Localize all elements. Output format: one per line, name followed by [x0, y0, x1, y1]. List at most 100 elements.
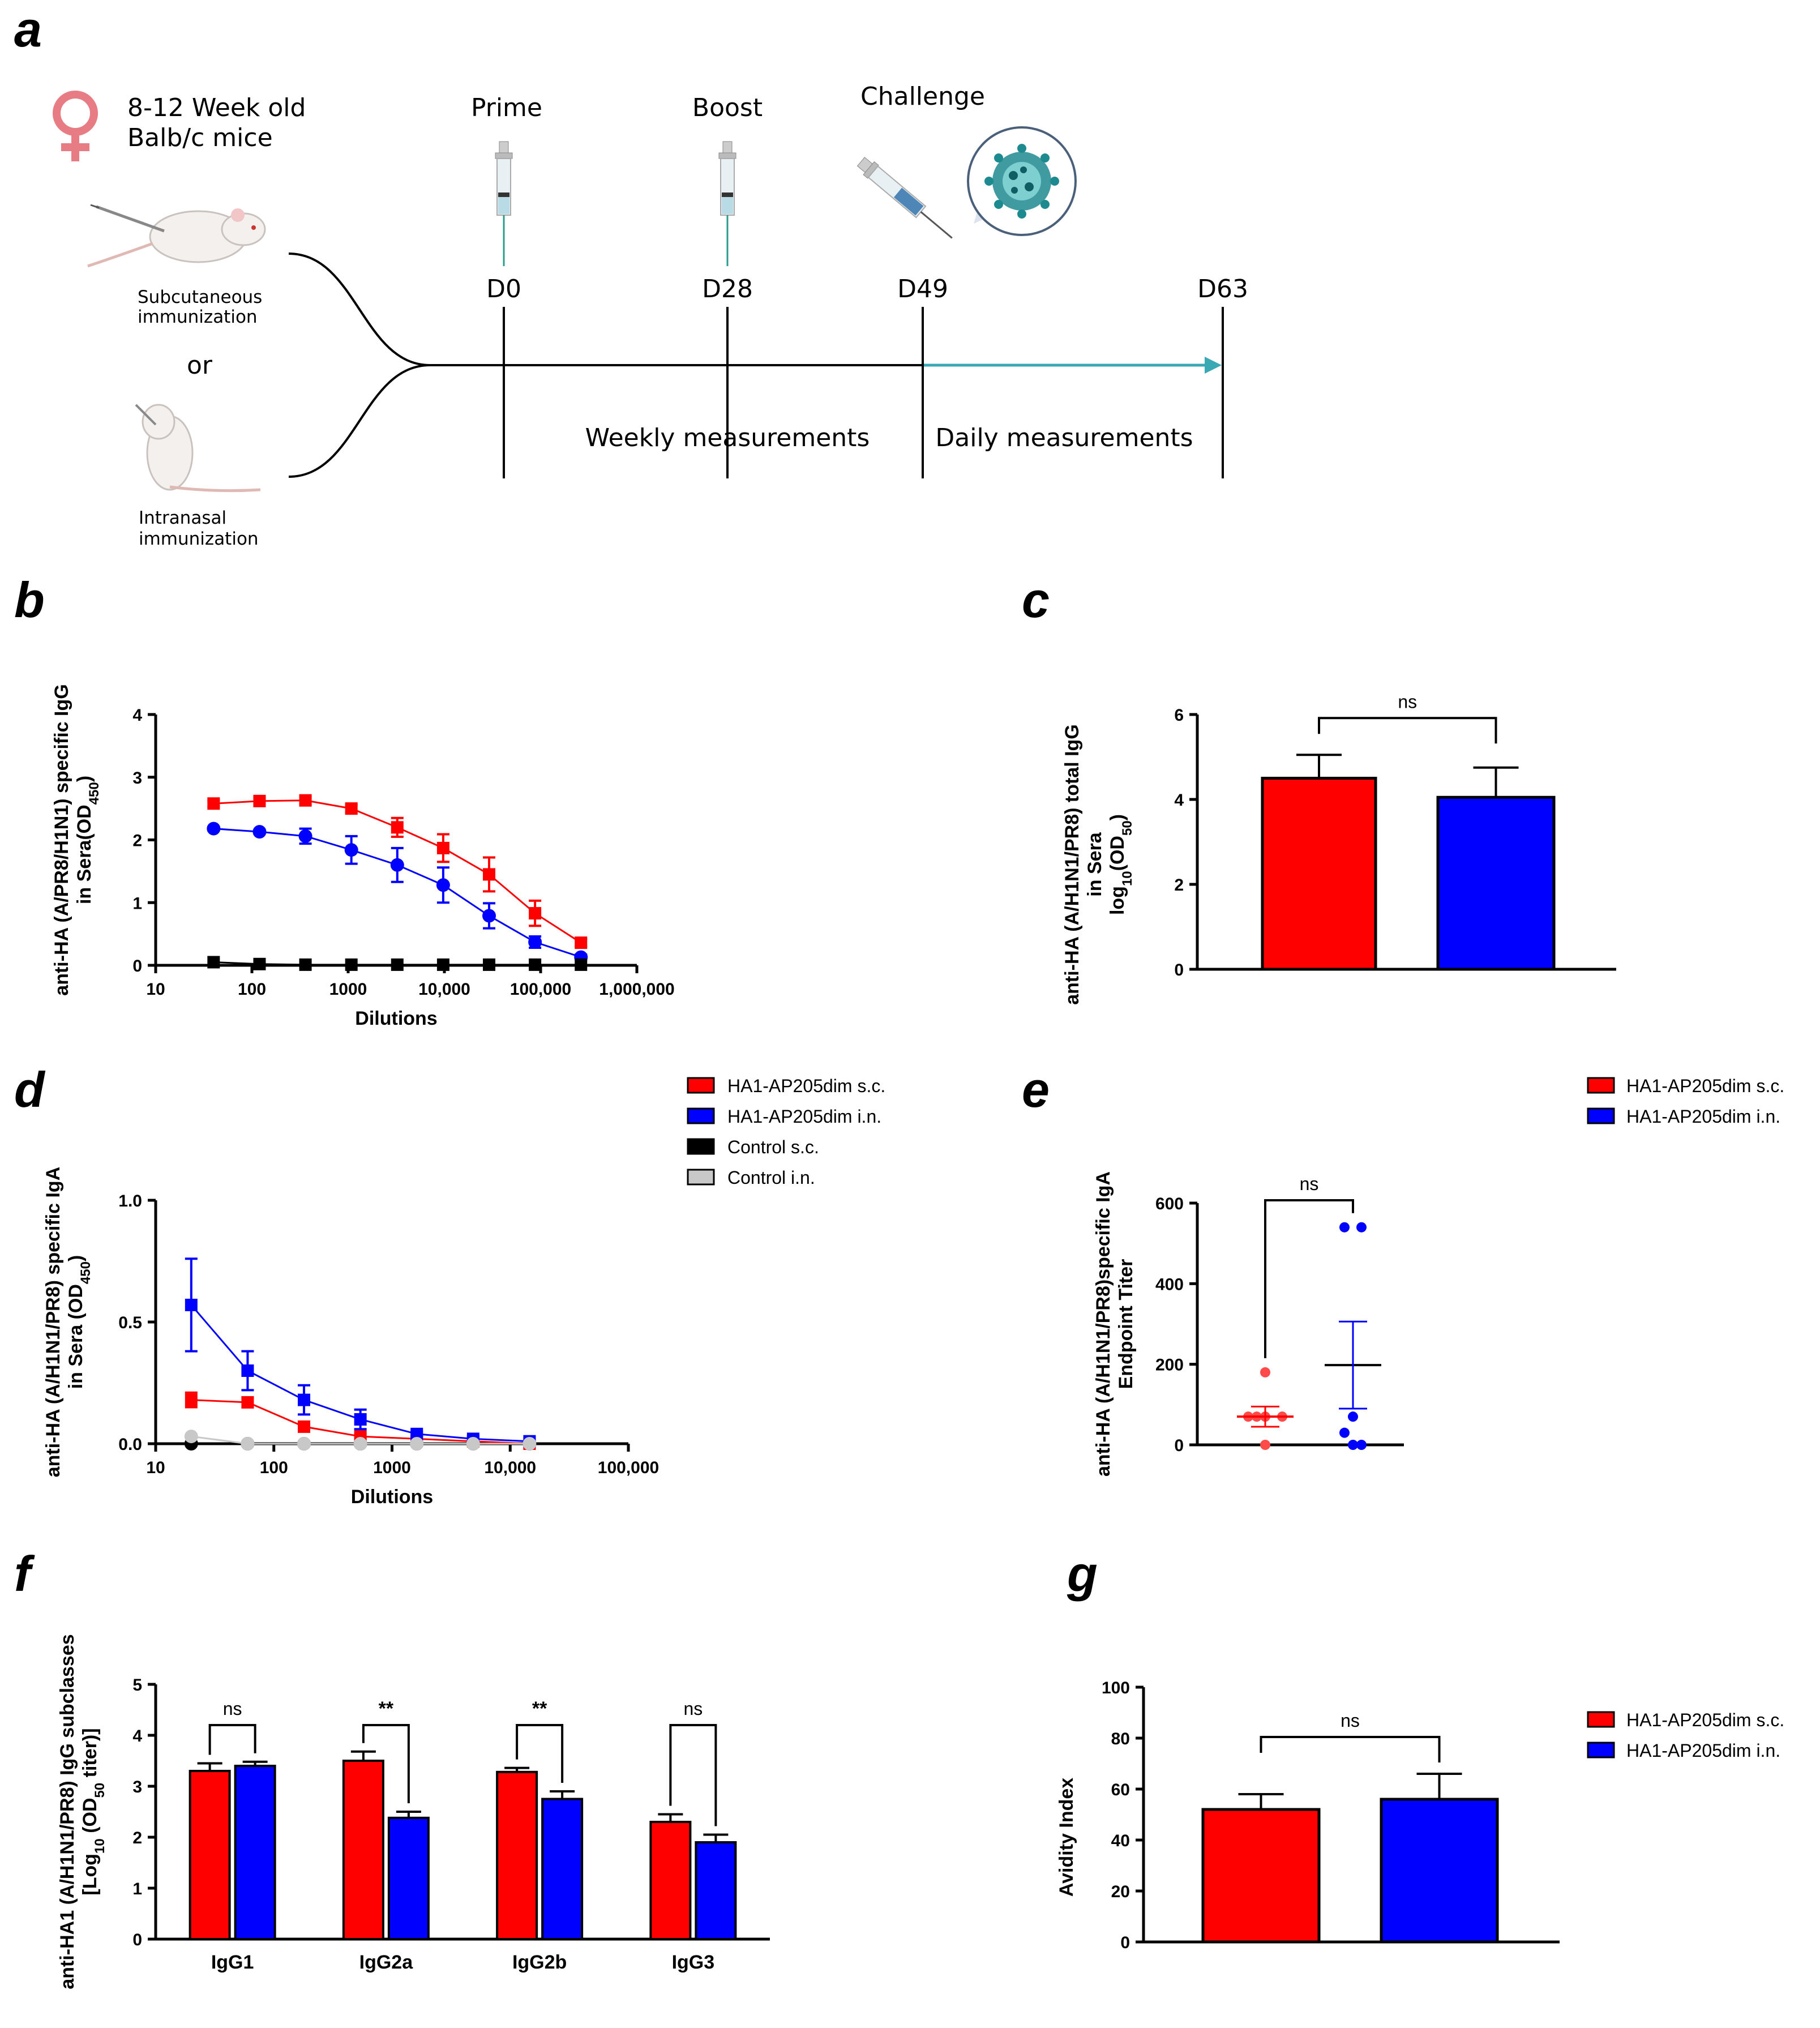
data-point-ctrl_sc — [483, 958, 496, 971]
data-point-in — [1348, 1440, 1358, 1450]
x-tick-label: 10 — [146, 980, 165, 999]
bar-sc — [189, 1770, 231, 1940]
x-tick-label: 1000 — [373, 1458, 411, 1477]
data-point-in — [1356, 1222, 1367, 1233]
legend-e-item-1: HA1-AP205dim s.c. — [1626, 1076, 1784, 1096]
y-tick-label: 0.0 — [118, 1435, 142, 1454]
data-point-ctrl_in — [297, 1437, 311, 1451]
bar-in — [1436, 795, 1556, 971]
y-axis-title: anti-HA1 (A/H1N1/PR8) IgG subclasses — [57, 1634, 78, 1989]
data-point-in — [436, 878, 450, 892]
data-point-ctrl_in — [410, 1437, 424, 1451]
day-d63: D63 — [1197, 275, 1248, 303]
intranasal-label-line2: immunization — [139, 529, 259, 549]
bar-in — [541, 1798, 584, 1940]
bar-in — [695, 1841, 737, 1940]
mice-label-line2: Balb/c mice — [127, 123, 273, 152]
y-tick-label: 0 — [132, 957, 142, 976]
legend-d-item-2: HA1-AP205dim i.n. — [727, 1106, 881, 1127]
data-point-ctrl_sc — [299, 958, 312, 971]
panel-label-a: a — [14, 1, 42, 57]
y-tick-label: 400 — [1155, 1275, 1184, 1294]
y-tick-label: 3 — [132, 769, 142, 788]
data-point-sc — [1260, 1367, 1270, 1377]
panel-label-f: f — [14, 1546, 35, 1602]
x-tick-label: 100,000 — [510, 980, 571, 999]
or-label: or — [187, 351, 213, 380]
data-point-ctrl_in — [466, 1437, 480, 1451]
significance-bracket — [1318, 717, 1497, 744]
y-tick-label: 20 — [1111, 1882, 1130, 1901]
y-axis-title: anti-HA (A/H1N1/PR8) specific IgA — [42, 1167, 64, 1478]
subcutaneous-label-line2: immunization — [138, 307, 258, 327]
y-tick-label: 0 — [132, 1931, 142, 1949]
category-label: IgG2b — [512, 1952, 567, 1973]
significance-bracket-label: ns — [1300, 1174, 1319, 1194]
panel-label-c: c — [1022, 572, 1050, 628]
data-point-in — [1339, 1427, 1350, 1438]
y-tick-label: 4 — [132, 1727, 142, 1745]
bar-sc — [1201, 1808, 1321, 1944]
y-axis-title: anti-HA (A/H1N1/PR8) total IgG — [1061, 724, 1083, 1005]
y-axis-title: anti-HA (A/PR8/H1N1) specific IgG — [51, 684, 72, 995]
data-point-sc — [391, 821, 404, 834]
x-tick-label: 100 — [260, 1458, 288, 1477]
chart-panel-g: 0 20 40 60 80 100 Avidity Index ns — [1056, 1679, 1560, 1952]
significance-bracket — [1264, 1199, 1354, 1358]
y-tick-label: 80 — [1111, 1730, 1130, 1748]
y-tick-label: 0 — [1174, 961, 1184, 979]
x-axis-title: Dilutions — [355, 1008, 437, 1029]
y-axis-title: in Sera(OD450) — [74, 776, 102, 904]
y-tick-label: 4 — [132, 706, 142, 725]
daily-measurements-label: Daily measurements — [935, 423, 1193, 452]
y-tick-label: 6 — [1174, 706, 1184, 725]
boost-label: Boost — [692, 93, 763, 122]
y-tick-label: 2 — [1174, 876, 1184, 895]
significance-bracket — [1260, 1736, 1441, 1762]
data-point-sc — [299, 794, 312, 807]
timeline-panel: 8-12 Week old Balb/c mice Subcutaneous i… — [53, 82, 1248, 549]
mouse-intranasal-icon — [135, 404, 261, 493]
significance-bracket — [669, 1724, 717, 1826]
subcutaneous-label-line1: Subcutaneous — [138, 287, 262, 307]
data-point-in — [354, 1413, 367, 1426]
syringe-challenge-icon — [857, 157, 953, 239]
significance-bracket — [362, 1724, 410, 1803]
y-tick-label: 0.5 — [118, 1314, 142, 1332]
legend-e: HA1-AP205dim s.c. HA1-AP205dim i.n. — [1587, 1076, 1784, 1127]
y-axis-title: [Log10 (OD50 titer)] — [79, 1728, 108, 1895]
bar-sc — [496, 1770, 538, 1941]
mice-label-line1: 8-12 Week old — [127, 93, 306, 122]
data-point-in — [207, 822, 221, 836]
data-point-sc — [207, 797, 220, 810]
significance-bracket — [516, 1724, 564, 1783]
legend-e-item-2: HA1-AP205dim i.n. — [1626, 1106, 1780, 1127]
legend-g: HA1-AP205dim s.c. HA1-AP205dim i.n. — [1587, 1710, 1784, 1761]
panel-label-e: e — [1022, 1062, 1050, 1118]
chart-panel-e: 0 200 400 600 anti-HA (A/H1N1/PR8)specific I… — [1093, 1171, 1404, 1477]
data-point-ctrl_sc — [207, 956, 220, 969]
significance-bracket — [208, 1724, 256, 1755]
data-point-sc — [575, 936, 588, 949]
legend-d-item-3: Control s.c. — [727, 1137, 819, 1157]
y-tick-label: 600 — [1155, 1195, 1184, 1213]
data-point-sc — [483, 868, 496, 881]
challenge-label: Challenge — [860, 82, 985, 111]
prime-label: Prime — [471, 93, 542, 122]
y-axis-title: in Sera (OD450) — [65, 1255, 93, 1389]
data-point-in — [241, 1364, 254, 1377]
x-tick-label: 1,000,000 — [599, 980, 674, 999]
x-tick-label: 10,000 — [418, 980, 470, 999]
x-tick-label: 10,000 — [484, 1458, 536, 1477]
data-point-in — [1348, 1411, 1358, 1422]
significance-bracket-label: ns — [1341, 1710, 1360, 1731]
data-point-in — [344, 843, 358, 857]
y-tick-label: 3 — [132, 1778, 142, 1796]
y-tick-label: 4 — [1174, 791, 1184, 810]
day-d28: D28 — [702, 275, 753, 303]
legend-d-item-4: Control i.n. — [727, 1167, 815, 1188]
data-point-sc — [529, 907, 542, 920]
y-axis-title: log10(OD50) — [1107, 814, 1135, 915]
y-tick-label: 40 — [1111, 1832, 1130, 1850]
y-axis-title: anti-HA (A/H1N1/PR8)specific IgA — [1093, 1171, 1114, 1477]
